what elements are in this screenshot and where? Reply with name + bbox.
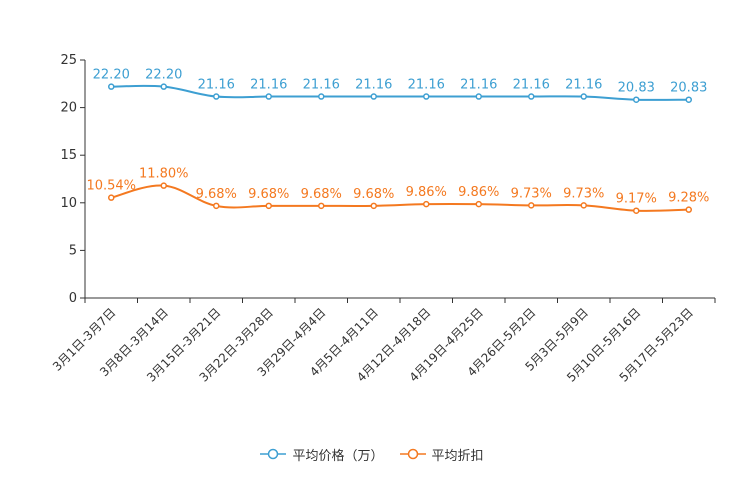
data-label: 21.16 — [198, 78, 235, 93]
data-point — [318, 93, 325, 100]
y-tick-label: 20 — [60, 101, 77, 116]
data-point — [475, 200, 482, 208]
y-tick-label: 15 — [60, 148, 77, 163]
y-tick-label: 25 — [60, 53, 77, 68]
y-tick-label: 0 — [69, 291, 77, 306]
data-label: 9.73% — [511, 186, 552, 201]
data-label: 9.68% — [301, 187, 342, 202]
data-label: 9.17% — [616, 192, 657, 207]
data-label: 9.86% — [406, 185, 447, 200]
data-point — [213, 202, 220, 210]
chart: 0 5 10 15 20 25 3月1日-3月7日3月8日-3月14日3月15日-3月21… — [50, 53, 716, 385]
data-point — [633, 96, 640, 103]
data-point — [423, 93, 430, 100]
data-label: 21.16 — [303, 78, 340, 93]
data-point — [685, 96, 692, 103]
series-line — [111, 84, 689, 101]
legend-item-discount[interactable]: 平均折扣 — [399, 445, 484, 464]
x-axis: 3月1日-3月7日3月8日-3月14日3月15日-3月21日3月22日-3月28… — [50, 297, 716, 385]
data-point — [685, 206, 692, 213]
data-point — [370, 202, 377, 210]
data-label: 22.20 — [93, 68, 130, 83]
data-point — [633, 207, 640, 214]
data-point — [160, 182, 167, 189]
data-point — [213, 93, 220, 100]
data-point — [528, 93, 535, 100]
data-label: 9.73% — [563, 186, 604, 201]
legend-line-circle-icon — [399, 448, 426, 460]
data-label: 21.16 — [250, 78, 287, 93]
data-point — [528, 202, 535, 209]
legend-item-price[interactable]: 平均价格（万） — [260, 445, 384, 464]
data-label: 22.20 — [145, 68, 182, 83]
data-label: 9.68% — [353, 187, 394, 202]
legend-label-price: 平均价格（万） — [292, 448, 384, 464]
data-label: 20.83 — [618, 81, 655, 96]
data-label: 20.83 — [670, 81, 707, 96]
data-point — [108, 194, 115, 201]
series-layer: 22.20 22.20 21.16 21.16 21.16 21.16 21.16 21.16… — [86, 68, 709, 214]
data-point — [580, 93, 587, 100]
data-label: 21.16 — [513, 78, 550, 93]
data-label: 10.54% — [86, 179, 136, 194]
data-point — [265, 202, 272, 210]
data-label: 9.68% — [248, 187, 289, 202]
data-point — [108, 83, 115, 90]
data-label: 21.16 — [408, 78, 445, 93]
y-axis: 0 5 10 15 20 25 — [60, 53, 86, 306]
data-point — [370, 93, 377, 100]
data-label: 11.80% — [139, 167, 189, 182]
data-label: 9.86% — [458, 185, 499, 200]
data-point — [580, 202, 587, 209]
data-point — [423, 200, 430, 208]
data-point — [160, 83, 167, 90]
data-label: 21.16 — [355, 78, 392, 93]
y-tick-label: 5 — [69, 243, 77, 258]
data-label: 21.16 — [460, 78, 497, 93]
data-point — [265, 93, 272, 100]
data-label: 9.28% — [668, 191, 709, 206]
y-tick-label: 10 — [60, 196, 77, 211]
legend: 平均价格（万） 平均折扣 — [0, 442, 744, 466]
legend-line-circle-icon — [260, 448, 287, 460]
data-point — [318, 202, 325, 210]
legend-label-discount: 平均折扣 — [431, 448, 484, 464]
data-point — [475, 93, 482, 100]
data-label: 21.16 — [565, 78, 602, 93]
data-label: 9.68% — [196, 187, 237, 202]
series-line — [111, 184, 689, 212]
